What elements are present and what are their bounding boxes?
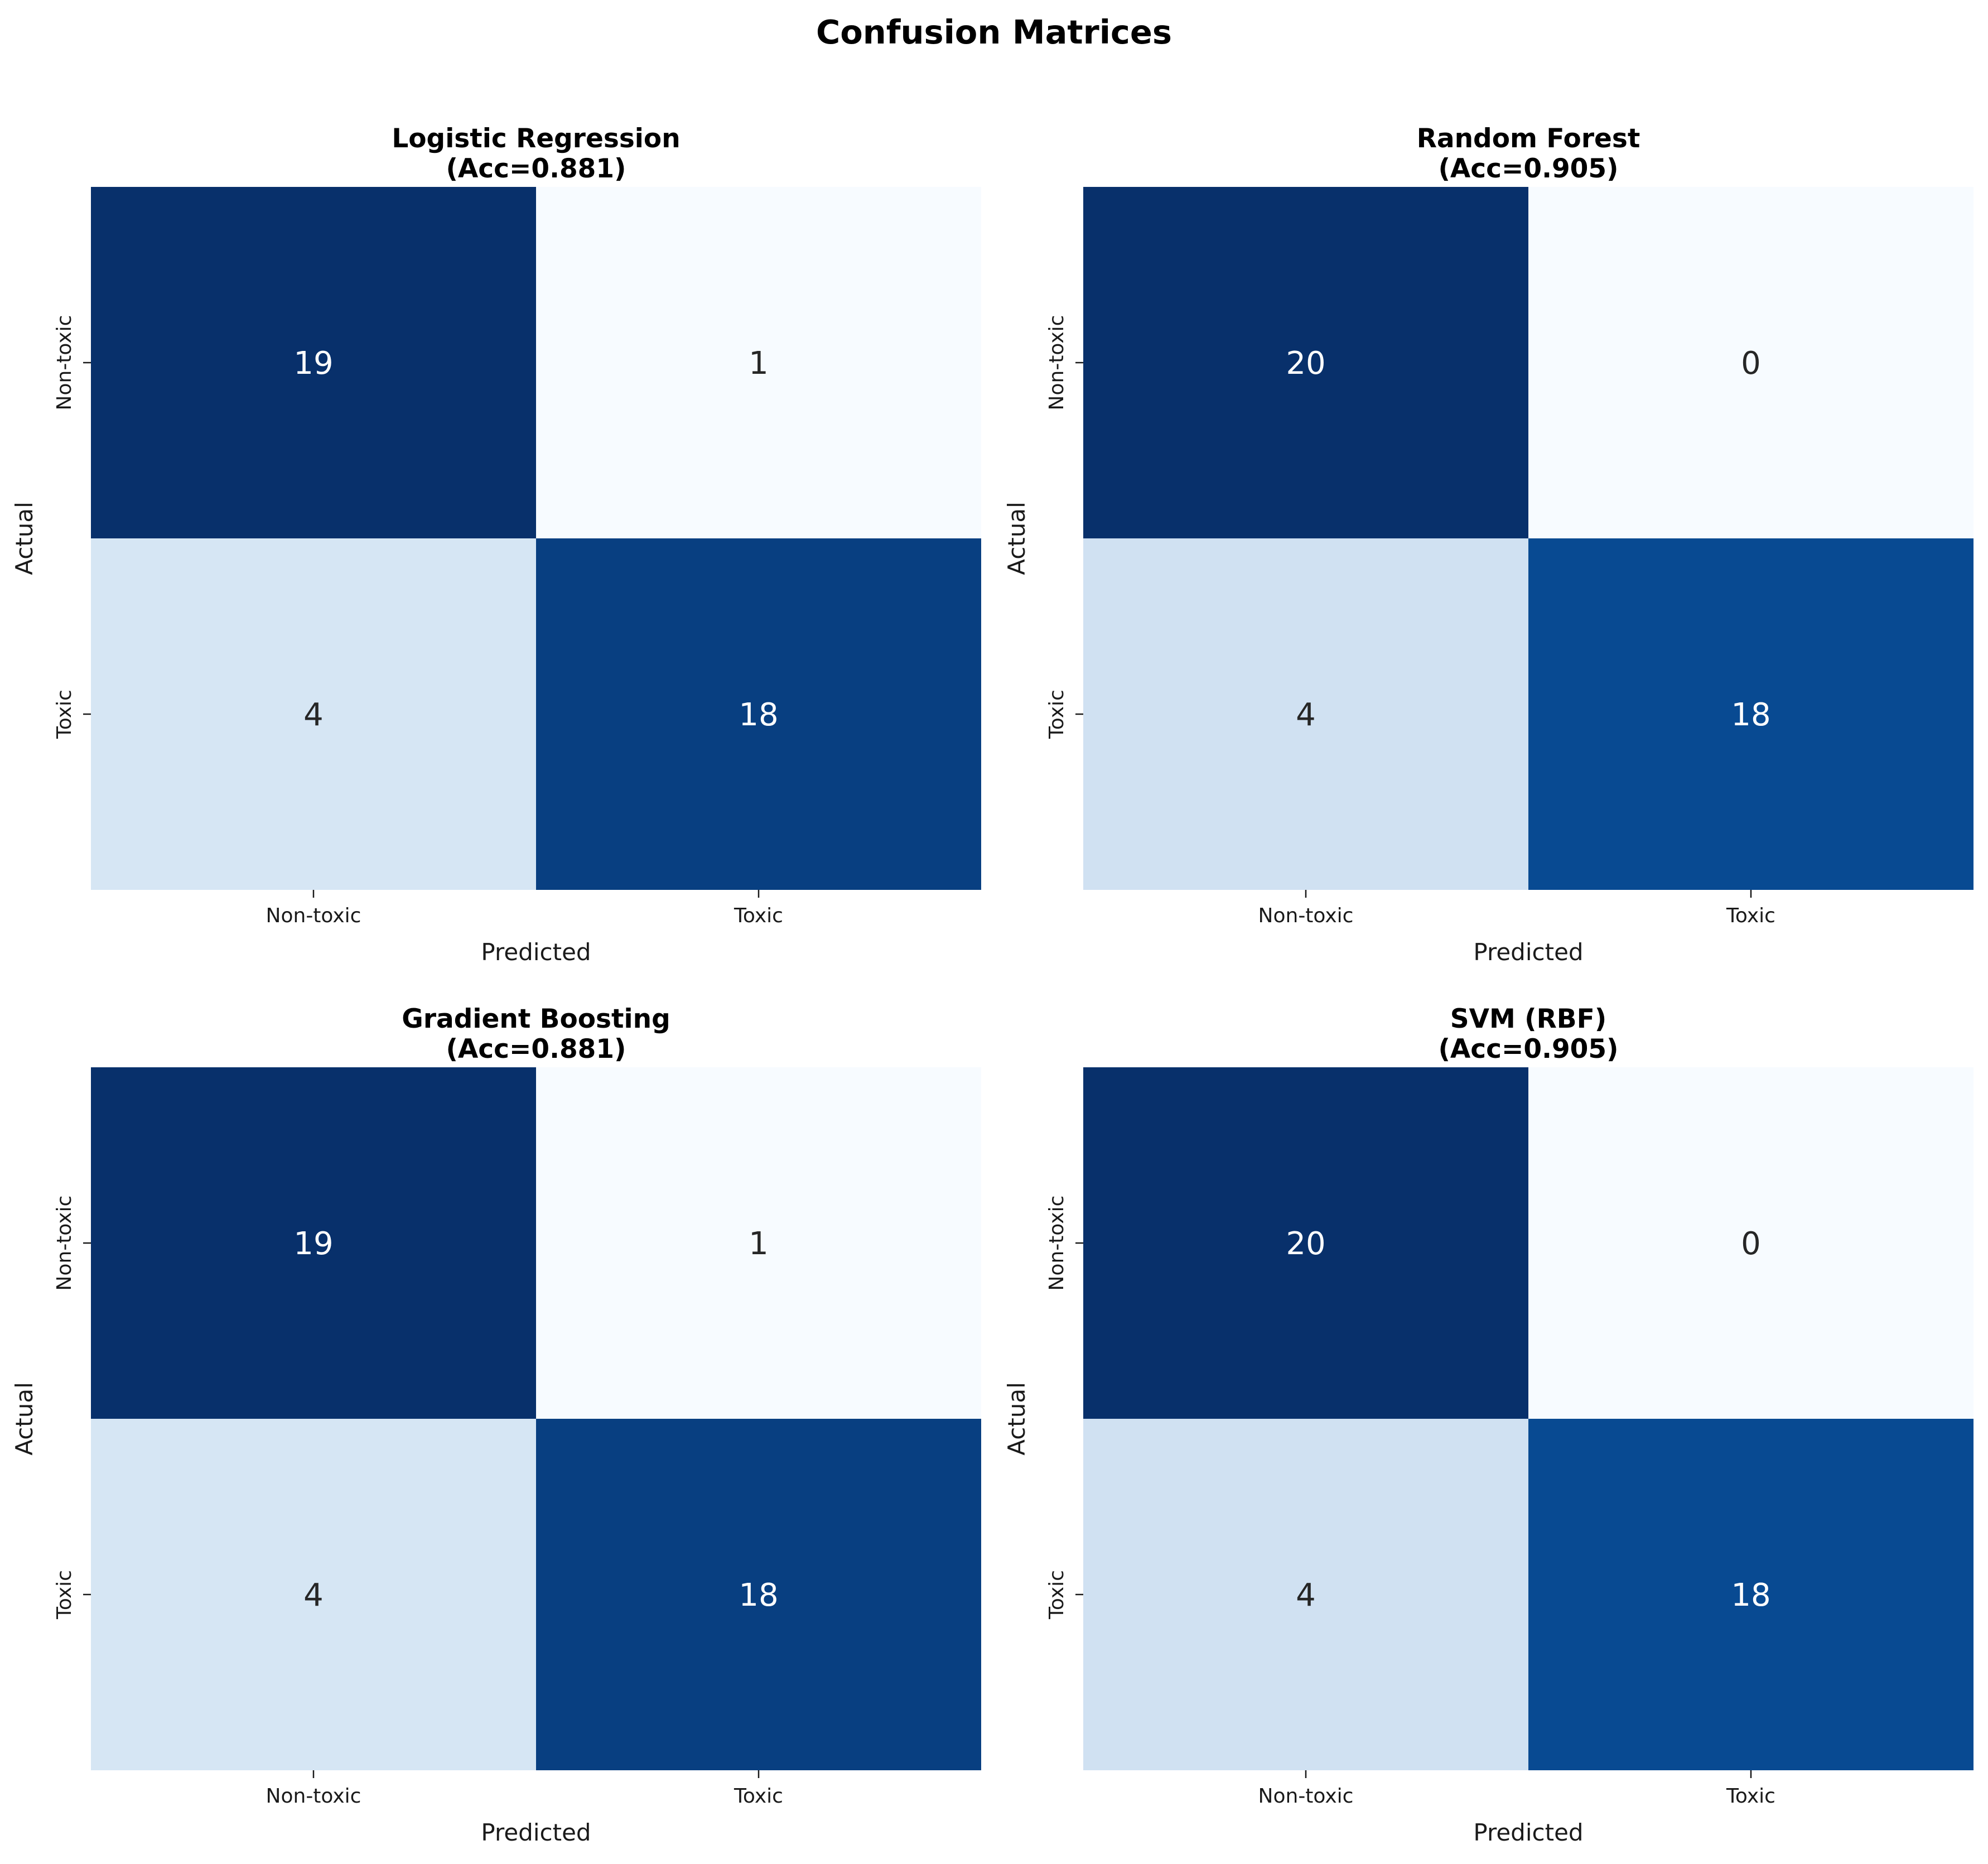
cell-value-label: 19 (293, 345, 333, 382)
cell-value-label: 4 (1296, 1577, 1316, 1613)
heatmap-cell (91, 187, 536, 538)
y-tick-label: Non-toxic (53, 315, 76, 411)
panel-subtitle: (Acc=0.905) (1438, 1034, 1618, 1065)
heatmap-cell (536, 1419, 981, 1770)
y-tick-label: Toxic (53, 1570, 76, 1620)
cell-value-label: 4 (303, 697, 324, 733)
heatmap-cell (1083, 538, 1528, 890)
heatmap-cell (1083, 1419, 1528, 1770)
x-tick-label: Toxic (1726, 1785, 1775, 1808)
heatmap-cell (91, 1419, 536, 1770)
y-tick-label: Non-toxic (53, 1196, 76, 1291)
panel-title: Gradient Boosting (402, 1004, 670, 1034)
cell-value-label: 18 (1731, 1577, 1770, 1613)
cell-value-label: 20 (1286, 1226, 1325, 1262)
heatmap-cell (1083, 1067, 1528, 1419)
cell-value-label: 1 (749, 1226, 769, 1262)
y-tick-label: Toxic (53, 690, 76, 739)
x-tick-label: Toxic (1726, 904, 1775, 927)
heatmap-cell (91, 1067, 536, 1419)
confusion-matrix-panel: Gradient Boosting(Acc=0.881) 19 1 4 18 Non-to… (11, 1004, 981, 1846)
heatmap-cell (91, 538, 536, 890)
y-tick-label: Toxic (1045, 690, 1068, 739)
x-axis-label: Predicted (1473, 1819, 1583, 1846)
panels: Logistic Regression(Acc=0.881)19 14 18Non-… (11, 123, 1973, 1846)
x-axis-label: Predicted (481, 938, 591, 966)
y-axis-label: Actual (11, 1382, 38, 1456)
panel-title: Random Forest (1417, 123, 1640, 154)
cell-value-label: 18 (739, 697, 778, 733)
x-axis-label: Predicted (1473, 938, 1583, 966)
y-tick-label: Non-toxic (1045, 1196, 1068, 1291)
heatmap-cell (536, 1067, 981, 1419)
cell-value-label: 18 (739, 1577, 778, 1613)
heatmap-cell (1528, 1419, 1973, 1770)
cell-value-label: 4 (303, 1577, 324, 1613)
x-tick-label: Toxic (734, 904, 783, 927)
confusion-matrix-panel: Logistic Regression(Acc=0.881) 19 1 4 18 Non-… (11, 123, 981, 966)
y-tick-label: Non-toxic (1045, 315, 1068, 411)
cell-value-label: 19 (293, 1226, 333, 1262)
x-axis-label: Predicted (481, 1819, 591, 1846)
heatmap-cell (536, 538, 981, 890)
panel-title: Logistic Regression (392, 123, 680, 154)
heatmap-cell (1528, 187, 1973, 538)
heatmap-cell (536, 187, 981, 538)
x-tick-label: Non-toxic (1258, 904, 1354, 927)
cell-value-label: 1 (749, 345, 769, 382)
y-tick-label: Toxic (1045, 1570, 1068, 1620)
cell-value-label: 18 (1731, 697, 1770, 733)
heatmap-cell (1528, 538, 1973, 890)
cell-value-label: 20 (1286, 345, 1325, 382)
x-tick-label: Non-toxic (266, 1785, 361, 1808)
y-axis-label: Actual (11, 502, 38, 575)
x-tick-label: Non-toxic (266, 904, 361, 927)
panel-subtitle: (Acc=0.881) (446, 1034, 626, 1065)
x-tick-label: Non-toxic (1258, 1785, 1354, 1808)
y-axis-label: Actual (1003, 502, 1030, 575)
panel-title: SVM (RBF) (1450, 1004, 1606, 1034)
confusion-matrix-panel: Random Forest(Acc=0.905) 20 0 4 18 Non-toxic T… (1003, 123, 1973, 966)
cell-value-label: 4 (1296, 697, 1316, 733)
heatmap-cell (1083, 187, 1528, 538)
panel-subtitle: (Acc=0.881) (446, 153, 626, 184)
cell-value-label: 0 (1741, 345, 1761, 382)
y-axis-label: Actual (1003, 1382, 1030, 1456)
panel-subtitle: (Acc=0.905) (1438, 153, 1618, 184)
confusion-matrix-panel: SVM (RBF)(Acc=0.905) 20 0 4 18 Non-toxic Toxic… (1003, 1004, 1973, 1846)
x-tick-label: Toxic (734, 1785, 783, 1808)
figure-title: Confusion Matrices (816, 13, 1172, 51)
heatmap-cell (1528, 1067, 1973, 1419)
cell-value-label: 0 (1741, 1226, 1761, 1262)
